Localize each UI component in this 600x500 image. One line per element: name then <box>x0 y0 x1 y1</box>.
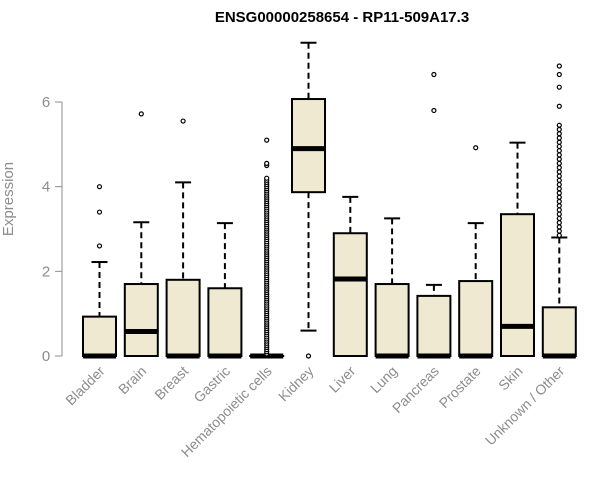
outlier-point <box>556 181 562 188</box>
x-tick-label: Liver <box>326 363 359 396</box>
outlier-point <box>556 63 562 69</box>
outlier-point <box>556 220 562 226</box>
outlier-point <box>264 137 270 143</box>
outlier-point <box>96 184 103 190</box>
box-gastric <box>207 222 243 359</box>
outlier-point <box>556 103 562 109</box>
x-tick-label: Kidney <box>275 363 317 405</box>
outlier-point <box>556 122 562 128</box>
outlier-point <box>556 135 562 141</box>
outlier-point <box>138 111 144 117</box>
box-unknown-other <box>541 63 577 359</box>
y-tick-label: 4 <box>42 179 50 196</box>
box-hematopoietic-cells <box>249 137 285 359</box>
x-tick-label: Lung <box>367 363 400 396</box>
box-iqr <box>165 278 201 357</box>
outlier-point <box>264 160 270 166</box>
outlier-point <box>556 139 562 145</box>
outlier-point <box>556 173 562 179</box>
x-tick-label: Skin <box>495 363 526 394</box>
outlier-point <box>556 207 562 213</box>
y-axis: 0 2 4 6 <box>42 94 63 365</box>
outlier-point <box>556 232 562 238</box>
outlier-point <box>96 243 103 249</box>
box-skin <box>500 141 535 357</box>
box-prostate <box>458 145 494 359</box>
outlier-point <box>96 209 103 215</box>
outlier-point <box>431 107 437 114</box>
box-pancreas <box>416 71 452 359</box>
box-iqr <box>374 283 410 357</box>
box-iqr <box>207 287 243 357</box>
box-brain <box>123 111 159 357</box>
y-tick-label: 0 <box>42 348 50 365</box>
box-iqr <box>123 283 159 357</box>
outlier-point <box>431 71 437 78</box>
box-bladder <box>82 184 117 359</box>
x-tick-label: Unknown / Other <box>482 363 568 449</box>
outlier-point <box>305 353 312 359</box>
box-iqr <box>332 232 368 358</box>
x-tick-label: Brain <box>115 363 149 397</box>
outlier-point <box>556 143 562 150</box>
box-liver <box>332 195 368 358</box>
y-tick-label: 6 <box>42 94 50 111</box>
box-lung <box>374 217 410 359</box>
chart-title: ENSG00000258654 - RP11-509A17.3 <box>215 9 469 26</box>
outlier-point <box>556 126 562 133</box>
outlier-point <box>556 131 562 137</box>
y-axis-label: Expression <box>0 162 17 236</box>
box-iqr <box>500 213 535 357</box>
box-iqr <box>416 294 452 357</box>
outlier-point <box>556 165 562 171</box>
outlier-point <box>556 156 562 162</box>
outlier-point <box>556 148 562 154</box>
box-breast <box>165 118 201 359</box>
outlier-point <box>556 186 562 192</box>
x-tick-label: Prostate <box>436 363 484 411</box>
outlier-point <box>556 198 562 205</box>
outlier-point <box>556 169 562 175</box>
outlier-point <box>556 228 562 234</box>
boxes-group <box>82 41 577 359</box>
outlier-point <box>556 194 562 200</box>
box-iqr <box>458 280 494 358</box>
y-tick-label: 2 <box>42 263 50 280</box>
outlier-point <box>556 160 562 166</box>
outlier-point <box>264 175 270 181</box>
outlier-point <box>556 224 562 230</box>
outlier-point <box>180 118 186 124</box>
outlier-point <box>556 215 562 222</box>
outlier-point <box>556 190 562 196</box>
outlier-point <box>556 84 562 90</box>
box-kidney <box>291 41 326 359</box>
x-tick-label: Bladder <box>62 363 108 409</box>
outlier-point <box>556 152 562 158</box>
box-iqr <box>291 98 326 194</box>
box-iqr <box>82 315 117 358</box>
outlier-point <box>556 203 562 209</box>
outlier-point <box>473 145 479 151</box>
x-tick-label: Breast <box>151 363 191 403</box>
outlier-point <box>556 211 562 217</box>
outlier-point <box>556 177 562 183</box>
outlier-point <box>556 71 562 78</box>
box-iqr <box>541 306 577 358</box>
